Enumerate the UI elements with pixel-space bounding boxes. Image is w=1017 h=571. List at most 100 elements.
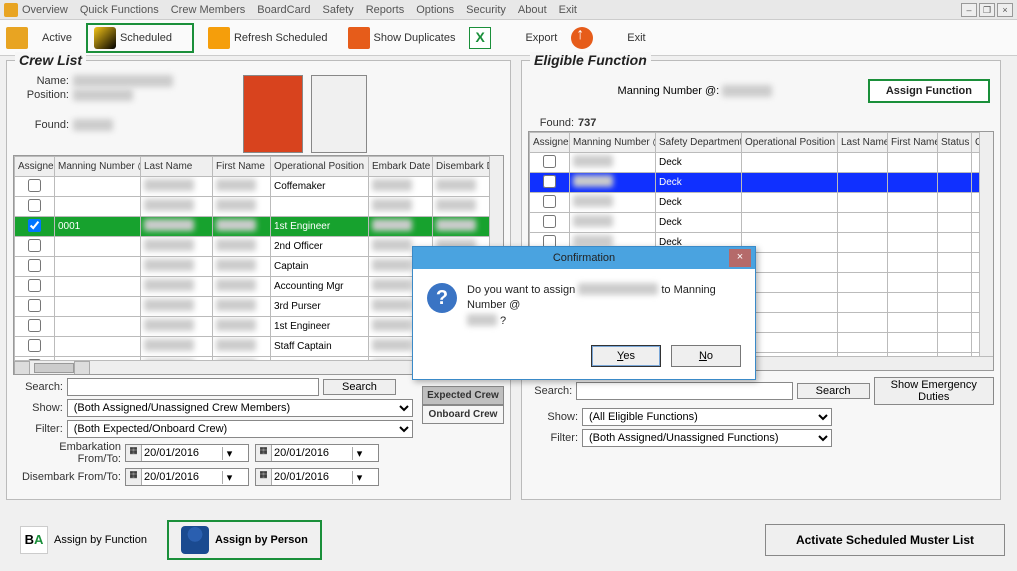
menu-reports[interactable]: Reports: [366, 4, 405, 16]
menu-quick-functions[interactable]: Quick Functions: [80, 4, 159, 16]
search-label-left: Search:: [13, 381, 63, 393]
row-checkbox[interactable]: [28, 259, 41, 272]
col-firstname[interactable]: First Name: [213, 157, 271, 177]
table-row[interactable]: Deck: [530, 193, 995, 213]
menu-boardcard[interactable]: BoardCard: [257, 4, 310, 16]
menu-crew-members[interactable]: Crew Members: [171, 4, 246, 16]
scheduled-button[interactable]: Scheduled: [86, 23, 194, 53]
search-input-right[interactable]: [576, 382, 792, 400]
found-label-right: Found:: [528, 117, 574, 129]
found-label-left: Found:: [13, 119, 69, 131]
table-row[interactable]: O: [15, 197, 505, 217]
row-checkbox[interactable]: [543, 155, 556, 168]
row-checkbox[interactable]: [28, 179, 41, 192]
filter-select-left[interactable]: (Both Expected/Onboard Crew): [67, 420, 413, 438]
row-checkbox[interactable]: [28, 279, 41, 292]
table-row[interactable]: Deck: [530, 153, 995, 173]
excel-icon[interactable]: [469, 27, 491, 49]
ecol-last[interactable]: Last Name: [838, 133, 888, 153]
search-button-left[interactable]: Search: [323, 379, 396, 395]
emb-from[interactable]: ▦▾: [125, 444, 249, 462]
shield-icon: [6, 27, 28, 49]
app-icon: [4, 3, 18, 17]
ecol-manning[interactable]: Manning Number @: [570, 133, 656, 153]
row-checkbox[interactable]: [28, 299, 41, 312]
assign-by-function-button[interactable]: BA Assign by Function: [12, 522, 155, 558]
ecol-status[interactable]: Status: [938, 133, 972, 153]
table-row[interactable]: Coffemaker: [15, 177, 505, 197]
dialog-titlebar[interactable]: Confirmation ×: [413, 247, 755, 269]
row-checkbox[interactable]: [28, 319, 41, 332]
active-button[interactable]: Active: [36, 30, 78, 46]
menu-exit[interactable]: Exit: [559, 4, 577, 16]
manning-label: Manning Number @:: [618, 85, 720, 97]
row-checkbox[interactable]: [543, 175, 556, 188]
table-row[interactable]: Deck: [530, 173, 995, 193]
export-button[interactable]: Export: [519, 30, 563, 46]
menu-security[interactable]: Security: [466, 4, 506, 16]
search-input-left[interactable]: [67, 378, 319, 396]
crew-toggle: Expected Crew Onboard Crew: [422, 386, 504, 424]
ecol-first[interactable]: First Name: [888, 133, 938, 153]
show-select-left[interactable]: (Both Assigned/Unassigned Crew Members): [67, 399, 413, 417]
by-function-icon: BA: [20, 526, 48, 554]
exit-button[interactable]: Exit: [621, 30, 651, 46]
bottom-bar: BA Assign by Function Assign by Person A…: [6, 517, 1011, 563]
table-row[interactable]: 0001 1st EngineerO: [15, 217, 505, 237]
dis-to[interactable]: ▦▾: [255, 468, 379, 486]
row-checkbox[interactable]: [543, 215, 556, 228]
elig-scroll-y[interactable]: [979, 132, 993, 356]
dialog-message: Do you want to assign x to Manning Numbe…: [467, 283, 741, 329]
row-checkbox[interactable]: [28, 199, 41, 212]
activate-muster-button[interactable]: Activate Scheduled Muster List: [765, 524, 1005, 556]
ecol-dept[interactable]: Safety Department: [656, 133, 742, 153]
col-embark[interactable]: Embark Date: [369, 157, 433, 177]
assign-by-person-button[interactable]: Assign by Person: [167, 520, 322, 560]
window-restore[interactable]: ❐: [979, 3, 995, 17]
table-row[interactable]: Deck: [530, 213, 995, 233]
window-minimize[interactable]: –: [961, 3, 977, 17]
refresh-icon: [208, 27, 230, 49]
dialog-title: Confirmation: [553, 252, 615, 264]
show-select-right[interactable]: (All Eligible Functions): [582, 408, 832, 426]
row-checkbox[interactable]: [28, 339, 41, 352]
show-emergency-button[interactable]: Show Emergency Duties: [874, 377, 995, 405]
search-label-right: Search:: [528, 385, 572, 397]
dialog-no-button[interactable]: No: [671, 345, 741, 367]
scheduled-icon: [94, 27, 116, 49]
show-duplicates-button[interactable]: Show Duplicates: [342, 25, 462, 51]
row-checkbox[interactable]: [543, 195, 556, 208]
col-lastname[interactable]: Last Name: [141, 157, 213, 177]
menu-about[interactable]: About: [518, 4, 547, 16]
position-label: Position:: [13, 89, 69, 101]
found-count-right: 737: [578, 117, 596, 129]
search-button-right[interactable]: Search: [797, 383, 870, 399]
row-checkbox[interactable]: [28, 239, 41, 252]
dialog-yes-button[interactable]: Yes: [591, 345, 661, 367]
confirmation-dialog: Confirmation × ? Do you want to assign x…: [412, 246, 756, 380]
toolbar: Active Scheduled Refresh Scheduled Show …: [0, 20, 1017, 56]
col-manning[interactable]: Manning Number @: [55, 157, 141, 177]
duplicates-icon: [348, 27, 370, 49]
col-assigned[interactable]: Assigned: [15, 157, 55, 177]
assign-function-button[interactable]: Assign Function: [868, 79, 990, 103]
onboard-crew-toggle[interactable]: Onboard Crew: [422, 405, 504, 424]
filter-label-right: Filter:: [528, 432, 578, 444]
name-label: Name:: [13, 75, 69, 87]
emb-to[interactable]: ▦▾: [255, 444, 379, 462]
position-value: x: [73, 89, 133, 101]
filter-select-right[interactable]: (Both Assigned/Unassigned Functions): [582, 429, 832, 447]
dis-from[interactable]: ▦▾: [125, 468, 249, 486]
expected-crew-toggle[interactable]: Expected Crew: [422, 386, 504, 405]
menu-safety[interactable]: Safety: [323, 4, 354, 16]
exit-icon[interactable]: [571, 27, 593, 49]
menu-overview[interactable]: Overview: [22, 4, 68, 16]
menu-options[interactable]: Options: [416, 4, 454, 16]
row-checkbox[interactable]: [28, 219, 41, 232]
dialog-close-button[interactable]: ×: [729, 249, 751, 267]
refresh-scheduled-button[interactable]: Refresh Scheduled: [202, 25, 334, 51]
col-oppos[interactable]: Operational Position: [271, 157, 369, 177]
ecol-assigned[interactable]: Assigned: [530, 133, 570, 153]
ecol-oppos[interactable]: Operational Position: [742, 133, 838, 153]
window-close[interactable]: ×: [997, 3, 1013, 17]
